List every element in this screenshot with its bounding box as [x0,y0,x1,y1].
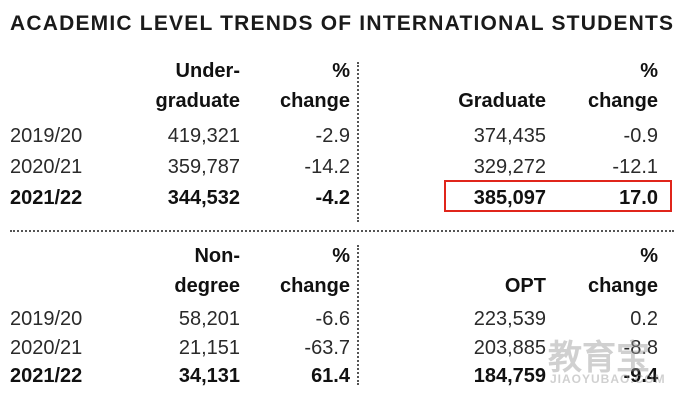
undergrad-value-3: 344,532 [167,187,240,209]
graduate-change-1: -0.9 [623,125,658,147]
undergrad-change-header-line2: change [279,90,350,112]
graduate-value-3: 385,097 [473,187,546,209]
graduate-value-2: 329,272 [473,156,546,178]
nondegree-change-header-line2: change [279,275,350,297]
undergrad-header-line1: Under- [175,60,240,82]
nondegree-header-line2: degree [174,275,240,297]
graduate-change-header-line2: change [587,90,658,112]
year-label-bottom-3: 2021/22 [10,365,83,387]
opt-change-1: 0.2 [630,308,658,330]
opt-value-1: 223,539 [473,308,546,330]
graduate-change-3: 17.0 [619,187,658,209]
nondegree-change-2: -63.7 [304,337,350,359]
vertical-divider-bottom [357,245,359,385]
nondegree-change-header-line1: % [332,245,350,267]
undergrad-change-3: -4.2 [315,187,350,209]
watermark-logo: 教育宝 JIAOYUBAO.COM [548,330,678,390]
watermark-sub-text: JIAOYUBAO.COM [550,372,666,386]
opt-change-header-line2: change [587,275,658,297]
graduate-change-header-line1: % [640,60,658,82]
nondegree-change-1: -6.6 [315,308,350,330]
year-label-top-3: 2021/22 [10,187,83,209]
opt-value-2: 203,885 [473,337,546,359]
year-label-bottom-2: 2020/21 [10,337,83,359]
opt-change-3: -9.4 [623,365,658,387]
undergrad-value-2: 359,787 [167,156,240,178]
nondegree-header-line1: Non- [194,245,240,267]
year-label-top-1: 2019/20 [10,125,83,147]
graduate-highlight-box [444,180,672,212]
nondegree-change-3: 61.4 [311,365,350,387]
opt-change-2: -8.8 [623,337,658,359]
undergrad-change-2: -14.2 [304,156,350,178]
chart-title: ACADEMIC LEVEL TRENDS OF INTERNATIONAL S… [10,12,675,35]
watermark-main-text: 教育宝 [548,339,650,377]
undergrad-value-1: 419,321 [167,125,240,147]
undergrad-change-1: -2.9 [315,125,350,147]
opt-header-line2: OPT [504,275,546,297]
nondegree-value-3: 34,131 [178,365,240,387]
undergrad-header-line2: graduate [155,90,240,112]
vertical-divider-top [357,62,359,222]
opt-change-header-line1: % [640,245,658,267]
graduate-value-1: 374,435 [473,125,546,147]
graduate-header-line2: Graduate [458,90,546,112]
nondegree-value-2: 21,151 [178,337,240,359]
opt-value-3: 184,759 [473,365,546,387]
graduate-change-2: -12.1 [612,156,658,178]
year-label-bottom-1: 2019/20 [10,308,83,330]
horizontal-divider [10,230,674,232]
nondegree-value-1: 58,201 [178,308,240,330]
year-label-top-2: 2020/21 [10,156,83,178]
undergrad-change-header-line1: % [332,60,350,82]
